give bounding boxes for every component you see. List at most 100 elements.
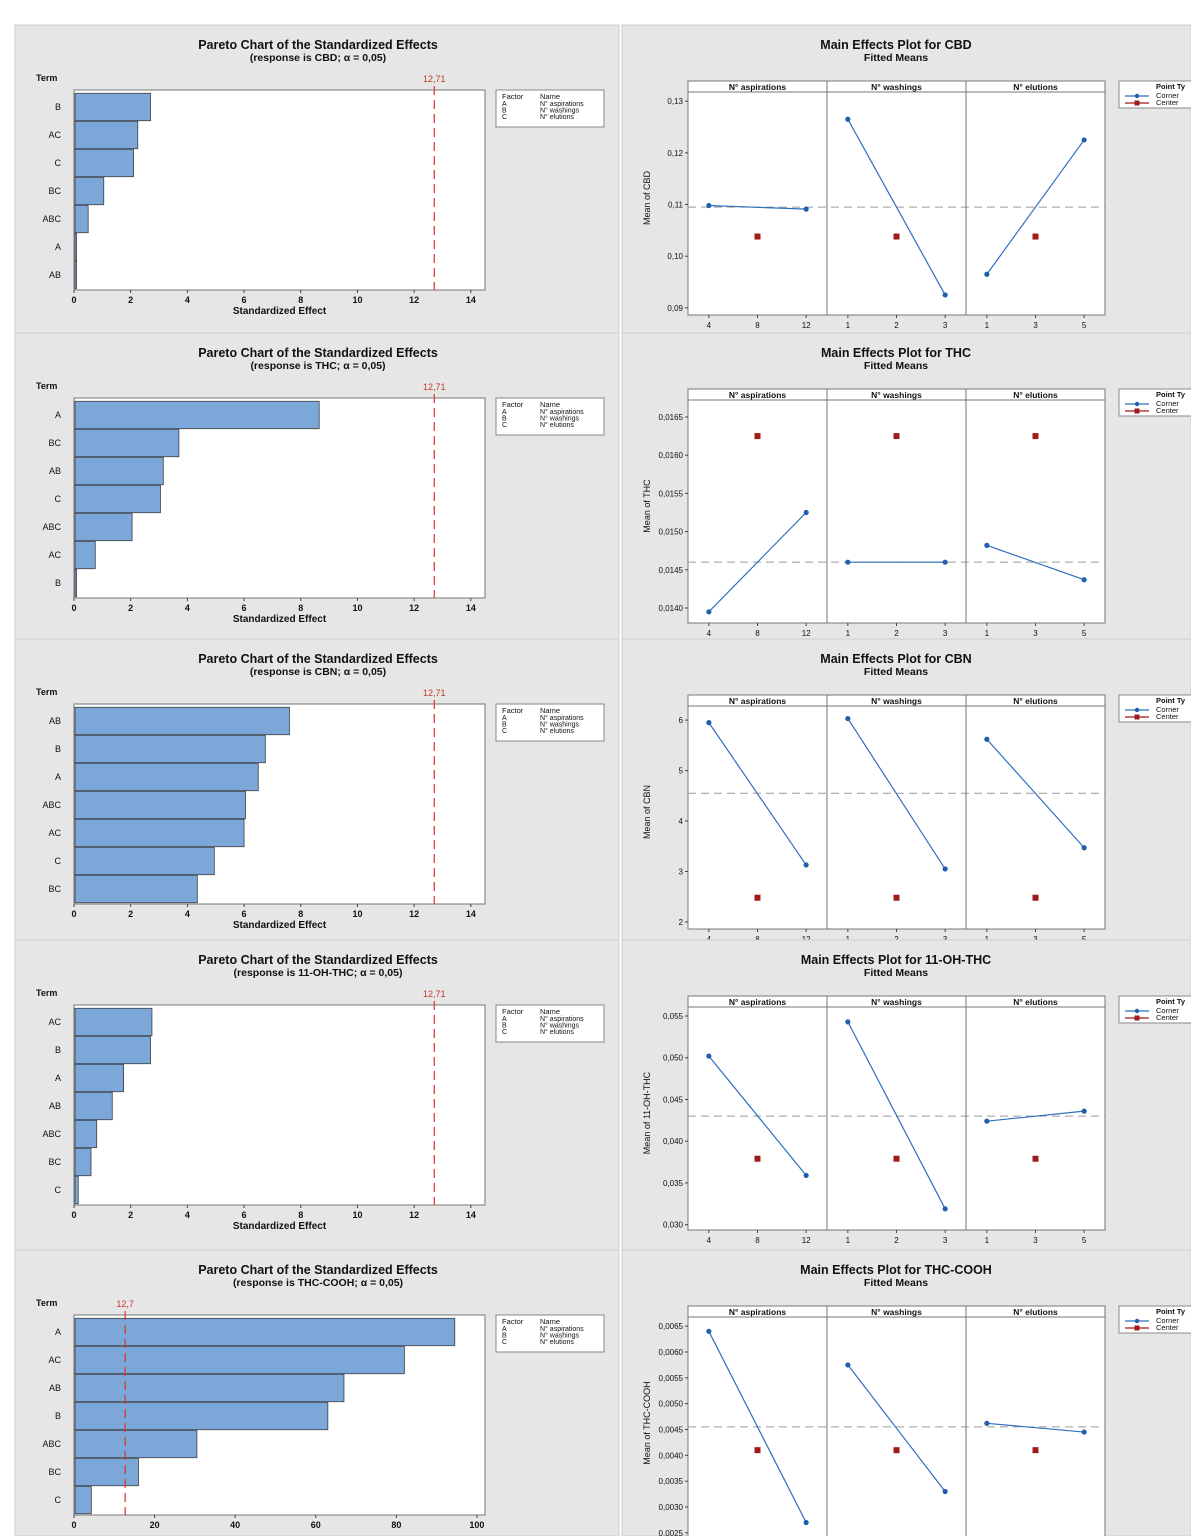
pareto-chart-2: Pareto Chart of the Standardized Effects… [14, 332, 620, 640]
term-label: A [55, 410, 61, 420]
legend-header: Factor [502, 706, 524, 715]
chart-title: Pareto Chart of the Standardized Effects [198, 346, 438, 360]
corner-point [1081, 1429, 1087, 1435]
x-tick-label: 2 [128, 603, 133, 613]
x-tick-label: 2 [894, 629, 899, 638]
y-tick-label: 0,0050 [659, 1400, 684, 1409]
legend-header: Name [540, 706, 560, 715]
y-tick-label: 0,09 [667, 304, 683, 313]
factor-legend [495, 703, 605, 742]
corner-point [706, 1328, 712, 1334]
corner-point [803, 1519, 809, 1526]
x-tick-label: 8 [298, 909, 303, 919]
y-tick-label: 0,13 [667, 97, 683, 106]
legend-title: Point Ty [1156, 390, 1186, 399]
legend-item: Corner [1156, 91, 1179, 100]
pareto-chart-0: Pareto Chart of the Standardized Effects… [14, 24, 620, 334]
x-tick-label: 4 [185, 909, 190, 919]
x-tick-label: 4 [185, 295, 190, 305]
center-point [893, 894, 900, 901]
term-label: BC [48, 1467, 61, 1477]
legend-factor: C [502, 114, 507, 121]
x-tick-label: 4 [185, 1210, 190, 1220]
x-tick-label: 60 [311, 1520, 321, 1530]
corner-point [1081, 137, 1087, 143]
term-label: ABC [42, 800, 61, 810]
plot-area [687, 995, 1106, 1231]
x-tick-label: 0 [71, 909, 76, 919]
y-axis-label: Term [36, 381, 57, 391]
effect-bar [74, 204, 89, 234]
plot-area [687, 694, 1106, 930]
main-effect-line [708, 1055, 807, 1176]
x-tick-label: 10 [352, 909, 362, 919]
factor-legend [495, 397, 605, 436]
term-label: C [55, 856, 62, 866]
term-label: B [55, 1411, 61, 1421]
legend-header: Name [540, 92, 560, 101]
term-label: A [55, 772, 61, 782]
reference-label: 12,71 [423, 688, 446, 698]
effect-bar [74, 1485, 92, 1515]
legend-factor: C [502, 422, 507, 429]
x-tick-label: 1 [846, 1236, 851, 1245]
x-tick-label: 0 [71, 295, 76, 305]
panel-label: N° washings [871, 82, 922, 92]
legend-title: Point Ty [1156, 82, 1186, 91]
x-tick-label: 6 [242, 603, 247, 613]
y-tick-label: 0,0160 [659, 451, 684, 460]
legend-header: Factor [502, 1007, 524, 1016]
legend-item: Corner [1156, 705, 1179, 714]
effect-bar [74, 428, 180, 458]
center-point [1032, 233, 1039, 240]
term-label: B [55, 744, 61, 754]
x-tick-label: 2 [894, 1236, 899, 1245]
legend-corner-marker [1134, 401, 1140, 407]
effect-bar [74, 1091, 113, 1121]
x-tick-label: 14 [466, 1210, 476, 1220]
term-label: C [55, 1185, 62, 1195]
legend-corner-marker [1134, 1008, 1140, 1014]
legend-center-marker [1134, 1015, 1140, 1021]
y-tick-label: 0,0155 [659, 489, 684, 498]
term-label: BC [48, 884, 61, 894]
corner-point [803, 206, 809, 212]
legend-item: Center [1156, 406, 1179, 415]
chart-title: Pareto Chart of the Standardized Effects [198, 953, 438, 967]
legend-name: N° washings [540, 415, 579, 423]
legend-center-marker [1134, 714, 1140, 720]
legend-name: N° washings [540, 721, 579, 729]
effect-bar [74, 762, 259, 792]
reference-label: 12,71 [423, 382, 446, 392]
y-axis-label: Mean of 11-OH-THC [642, 1071, 652, 1154]
legend-factor: B [502, 722, 507, 729]
chart-subtitle: Fitted Means [864, 666, 928, 678]
center-point [754, 894, 761, 901]
plot-area [687, 1305, 1106, 1536]
x-tick-label: 5 [1082, 321, 1087, 330]
x-tick-label: 2 [894, 321, 899, 330]
x-tick-label: 10 [352, 295, 362, 305]
x-tick-label: 1 [985, 321, 990, 330]
corner-point [942, 559, 948, 565]
term-label: C [55, 158, 62, 168]
x-tick-label: 3 [1033, 629, 1038, 638]
term-label: AB [49, 1101, 61, 1111]
x-tick-label: 0 [71, 1520, 76, 1530]
chart-title: Main Effects Plot for CBD [820, 38, 971, 52]
x-tick-label: 12 [409, 295, 419, 305]
main-effect-line [986, 139, 1085, 275]
chart-subtitle: Fitted Means [864, 52, 928, 64]
effect-bar [74, 1119, 98, 1149]
y-tick-label: 0,045 [663, 1095, 684, 1104]
legend-factor: C [502, 728, 507, 735]
x-tick-label: 3 [1033, 1236, 1038, 1245]
plot-area [687, 388, 1106, 624]
effect-bar [74, 734, 266, 764]
legend-name: N° elutions [540, 1338, 574, 1346]
effect-bar [74, 176, 105, 206]
legend-factor: B [502, 416, 507, 423]
center-point [893, 1155, 900, 1162]
legend-corner-marker [1134, 1318, 1140, 1324]
